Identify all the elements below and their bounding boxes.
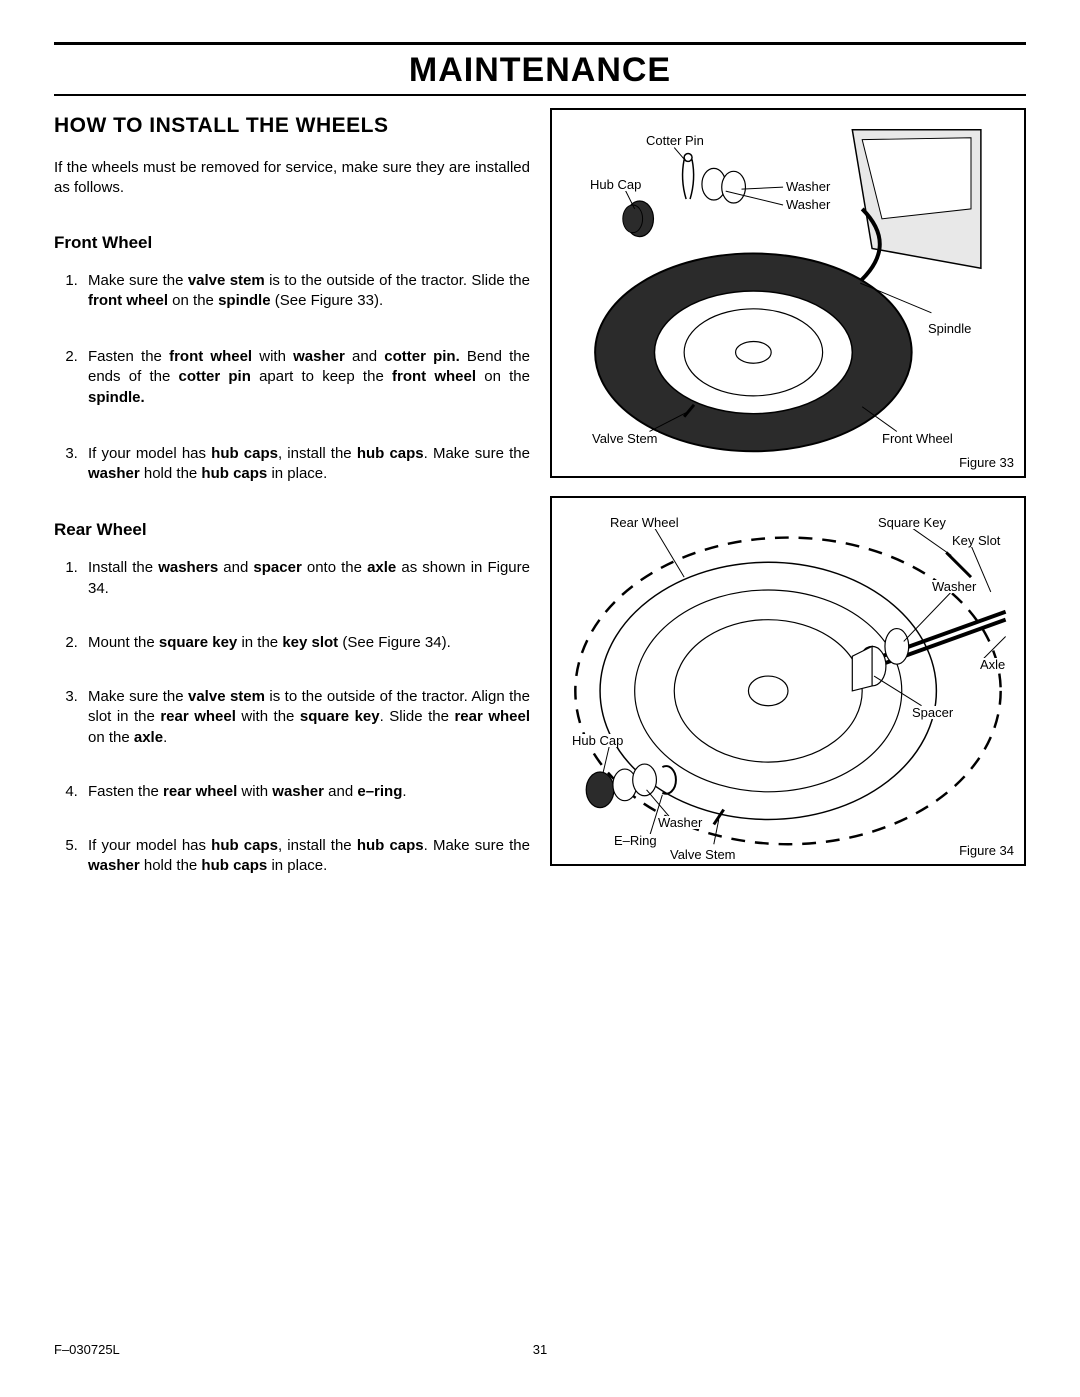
rule-bot [54, 94, 1026, 96]
step: Mount the square key in the key slot (Se… [82, 633, 530, 653]
rear-wheel-heading: Rear Wheel [54, 520, 530, 540]
page-title: MAINTENANCE [54, 45, 1026, 94]
label-hub-cap: Hub Cap [590, 178, 641, 191]
text-column: HOW TO INSTALL THE WHEELS If the wheels … [54, 108, 530, 911]
figure-34: Rear Wheel Square Key Key Slot Washer Ax… [550, 496, 1026, 866]
label-square-key: Square Key [878, 516, 946, 529]
label-cotter-pin: Cotter Pin [646, 134, 704, 147]
footer: F–030725L 31 [54, 1342, 1026, 1357]
figure-34-caption: Figure 34 [959, 843, 1014, 858]
step: Install the washers and spacer onto the … [82, 558, 530, 599]
intro-paragraph: If the wheels must be removed for servic… [54, 158, 530, 199]
label-washer: Washer [932, 580, 976, 593]
label-e-ring: E–Ring [614, 834, 657, 847]
label-washer: Washer [658, 816, 702, 829]
label-spindle: Spindle [928, 322, 971, 335]
figure-33-caption: Figure 33 [959, 455, 1014, 470]
label-hub-cap: Hub Cap [572, 734, 623, 747]
label-spacer: Spacer [912, 706, 953, 719]
figure-33: Cotter Pin Hub Cap Washer Washer Spindle… [550, 108, 1026, 478]
front-wheel-steps: Make sure the valve stem is to the outsi… [54, 271, 530, 485]
step: Fasten the front wheel with washer and c… [82, 347, 530, 408]
step: Make sure the valve stem is to the outsi… [82, 271, 530, 312]
doc-number: F–030725L [54, 1342, 120, 1357]
label-washer: Washer [786, 198, 830, 211]
label-valve-stem: Valve Stem [670, 848, 736, 861]
label-axle: Axle [980, 658, 1005, 671]
figure-column: Cotter Pin Hub Cap Washer Washer Spindle… [550, 108, 1026, 911]
label-washer: Washer [786, 180, 830, 193]
section-heading: HOW TO INSTALL THE WHEELS [54, 114, 530, 138]
label-key-slot: Key Slot [952, 534, 1000, 547]
rear-wheel-steps: Install the washers and spacer onto the … [54, 558, 530, 876]
label-front-wheel: Front Wheel [882, 432, 953, 445]
page-number: 31 [533, 1342, 547, 1357]
page: MAINTENANCE HOW TO INSTALL THE WHEELS If… [0, 0, 1080, 1397]
columns: HOW TO INSTALL THE WHEELS If the wheels … [54, 108, 1026, 911]
front-wheel-heading: Front Wheel [54, 233, 530, 253]
step: Fasten the rear wheel with washer and e–… [82, 782, 530, 802]
step: If your model has hub caps, install the … [82, 444, 530, 485]
label-rear-wheel: Rear Wheel [610, 516, 679, 529]
step: Make sure the valve stem is to the outsi… [82, 687, 530, 748]
figure-34-svg [552, 498, 1024, 864]
step: If your model has hub caps, install the … [82, 836, 530, 877]
figure-33-svg [552, 110, 1024, 476]
label-valve-stem: Valve Stem [592, 432, 658, 445]
